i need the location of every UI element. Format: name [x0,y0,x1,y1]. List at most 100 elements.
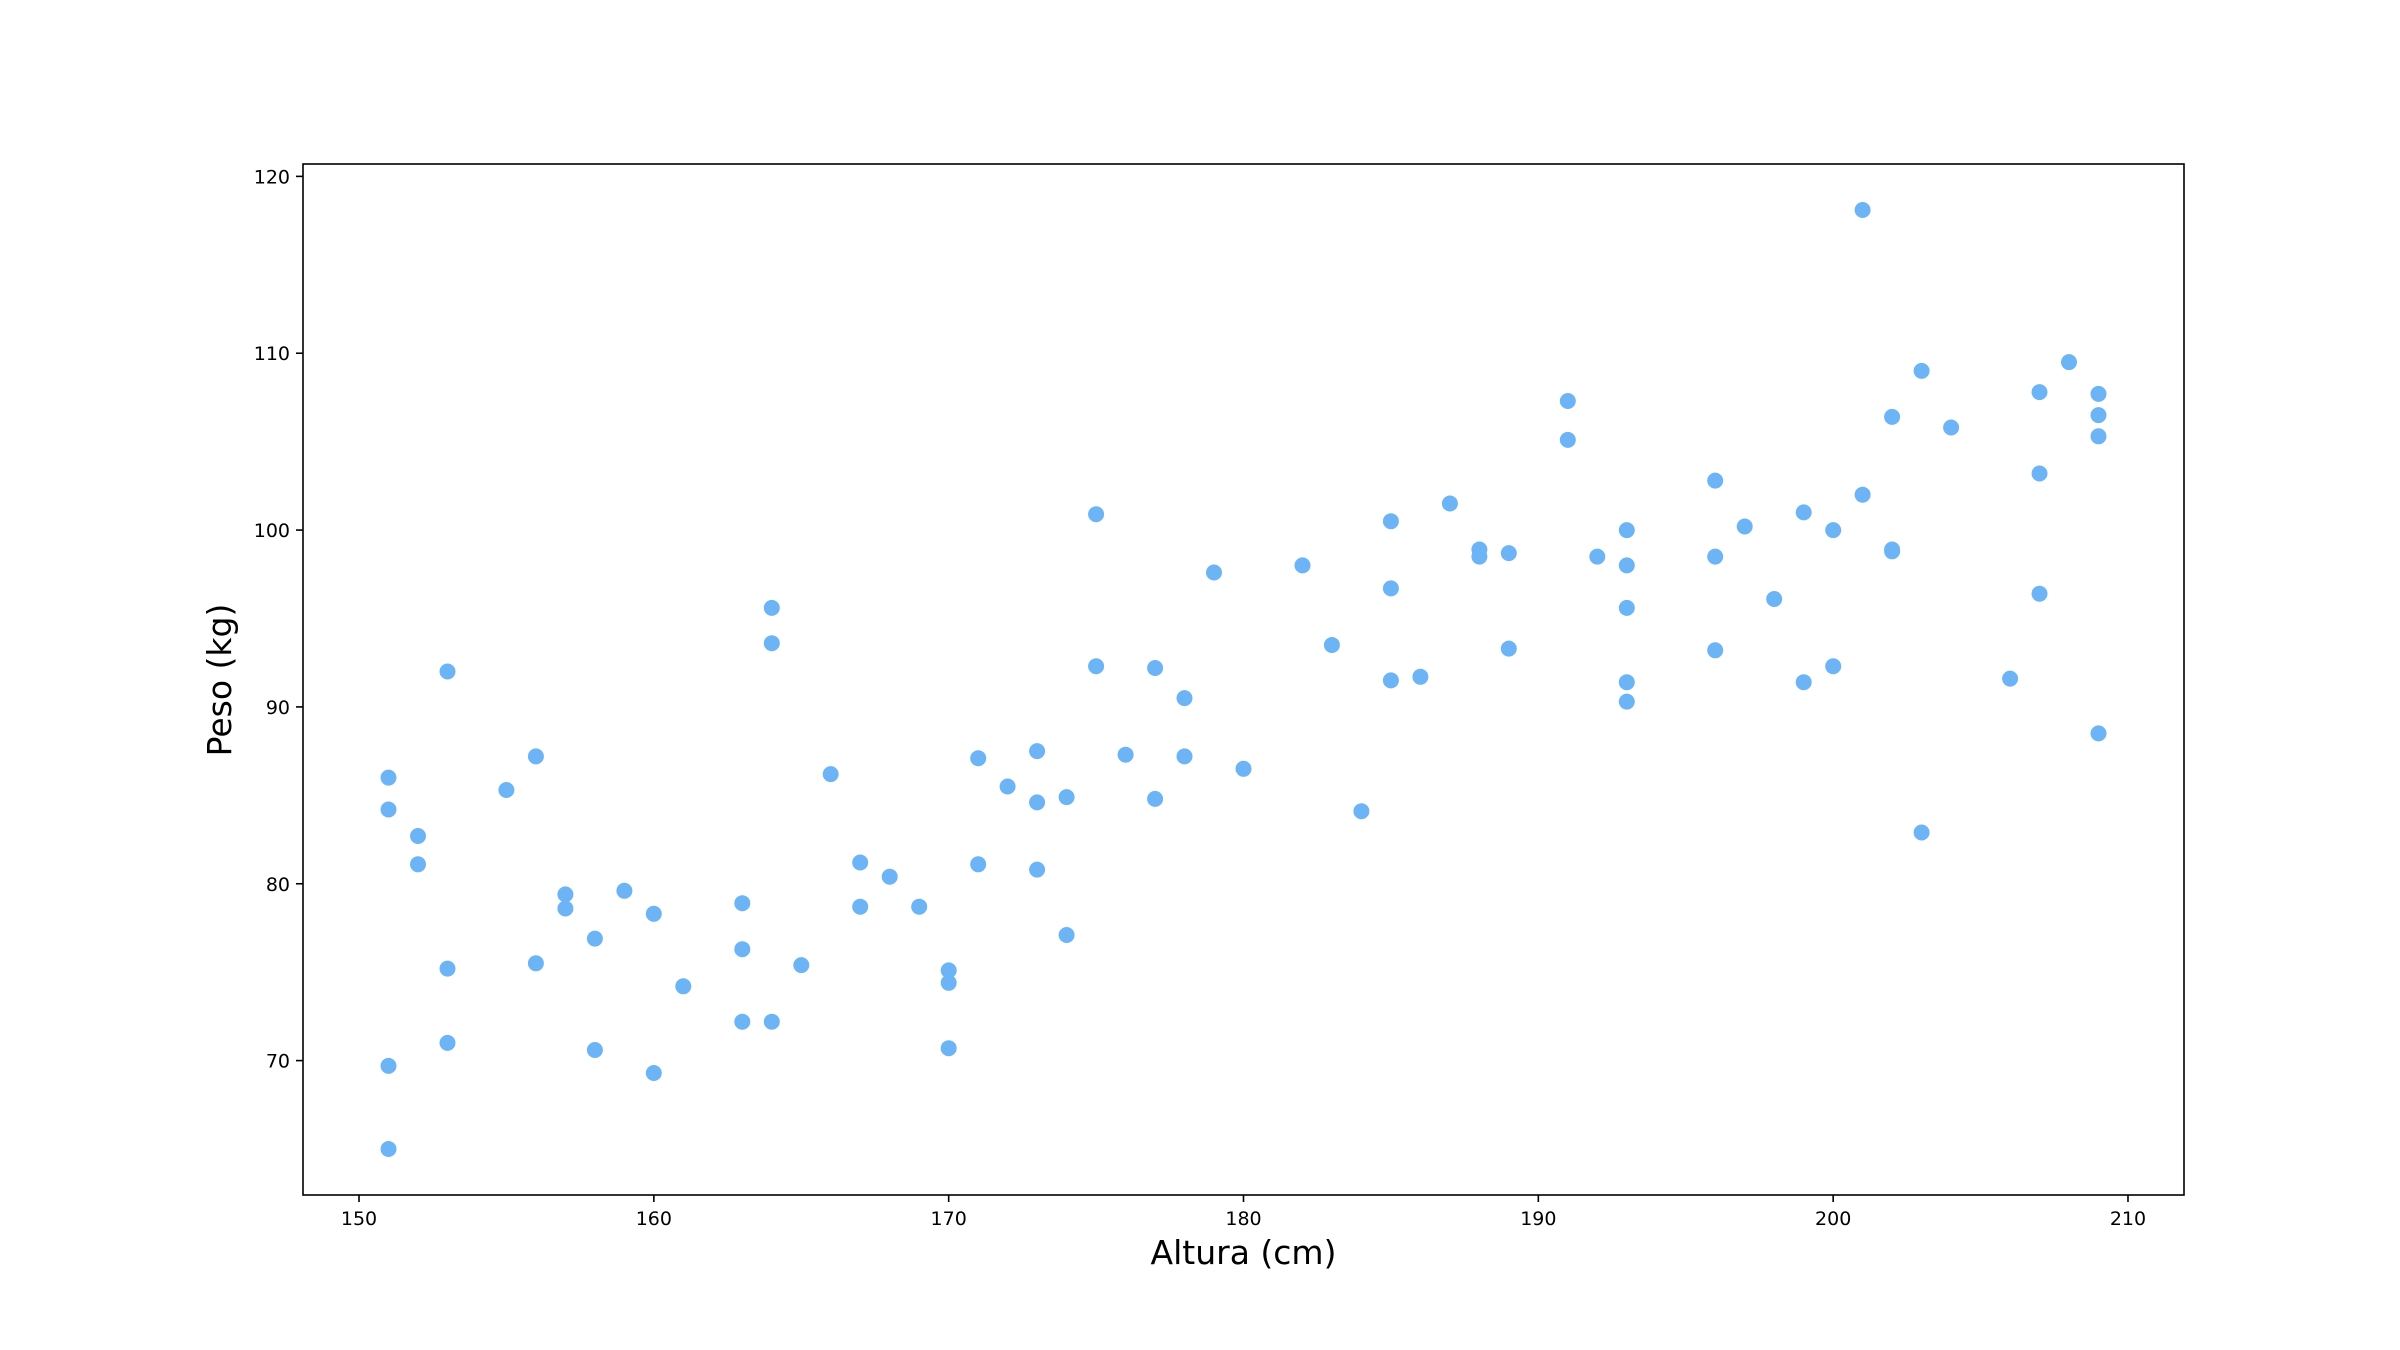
data-point [675,978,692,995]
data-point [1029,794,1046,811]
data-point [527,748,544,765]
data-point [1382,672,1399,689]
x-tick-label: 170 [931,1208,967,1230]
data-point [2031,384,2048,401]
data-point [2061,354,2077,371]
data-point [1500,640,1517,657]
data-point [1795,504,1812,521]
data-point [1707,472,1724,489]
data-point [1323,637,1340,653]
data-point [852,854,869,871]
data-point [822,766,839,783]
data-point [1176,690,1193,707]
data-point [1913,362,1930,379]
data-point [1795,674,1812,691]
data-point [380,801,397,818]
data-point [1854,486,1871,503]
x-tick-label: 200 [1815,1208,1851,1230]
y-tick-label: 80 [266,874,290,896]
data-point [1176,748,1193,765]
data-point [616,882,633,899]
x-tick-label: 160 [636,1208,672,1230]
data-point [1618,599,1635,616]
data-point [970,856,987,873]
data-point [439,663,456,680]
data-point [940,962,957,979]
data-point [763,599,780,616]
x-tick-label: 190 [1520,1208,1556,1230]
data-point [1618,522,1635,539]
x-axis-label: Altura (cm) [1151,1233,1337,1272]
data-point [1854,202,1871,218]
data-point [557,900,574,917]
data-point [586,1042,603,1058]
data-point [881,868,898,885]
data-point [645,1065,662,1081]
data-point [1441,495,1458,512]
data-point [999,778,1016,795]
data-points [380,202,2107,1157]
data-point [380,769,397,786]
data-point [1559,393,1576,409]
data-point [1736,518,1753,535]
data-point [380,1057,397,1074]
data-point [1943,419,1960,436]
data-point [1884,408,1901,425]
data-point [1029,861,1046,878]
data-point [1618,674,1635,691]
data-point [439,1034,456,1051]
data-point [380,1141,397,1157]
data-point [1412,668,1429,685]
data-point [1471,541,1488,558]
data-point [2090,407,2107,424]
data-point [1353,803,1370,820]
data-point [1825,522,1842,539]
data-point [439,960,456,977]
data-point [940,1040,957,1057]
y-axis-label: Peso (kg) [200,604,239,757]
x-tick-label: 150 [341,1208,377,1230]
data-point [1117,746,1134,763]
data-point [763,635,780,652]
data-point [1088,506,1105,523]
data-point [2090,428,2107,445]
data-point [2090,725,2107,742]
data-point [734,895,751,912]
data-point [1147,660,1164,676]
data-point [498,782,515,798]
data-point [645,905,662,922]
data-point [1618,557,1635,574]
y-tick-label: 100 [254,520,290,542]
data-point [1147,790,1164,807]
data-point [1382,580,1399,597]
data-point [527,955,544,972]
data-point [557,886,574,903]
data-point [1206,564,1222,581]
data-point [2031,465,2048,482]
data-point [1618,693,1635,710]
data-point [2090,385,2107,402]
data-point [586,930,603,947]
data-point [763,1013,780,1030]
data-point [2002,670,2019,687]
data-point [410,856,426,873]
data-point [2031,585,2048,602]
data-point [1589,548,1606,565]
data-point [1707,548,1724,565]
data-point [1235,760,1252,777]
data-point [970,750,987,767]
data-point [911,898,928,915]
data-point [793,957,810,974]
data-point [1825,658,1842,675]
x-tick-label: 180 [1225,1208,1261,1230]
y-tick-label: 120 [254,166,290,188]
data-point [1058,927,1075,943]
plot-area [302,163,2185,1196]
data-point [1500,545,1517,562]
data-point [734,1013,751,1030]
data-point [1884,541,1901,558]
y-tick-label: 70 [266,1051,290,1073]
data-point [1913,824,1930,841]
y-tick-label: 110 [254,343,290,365]
